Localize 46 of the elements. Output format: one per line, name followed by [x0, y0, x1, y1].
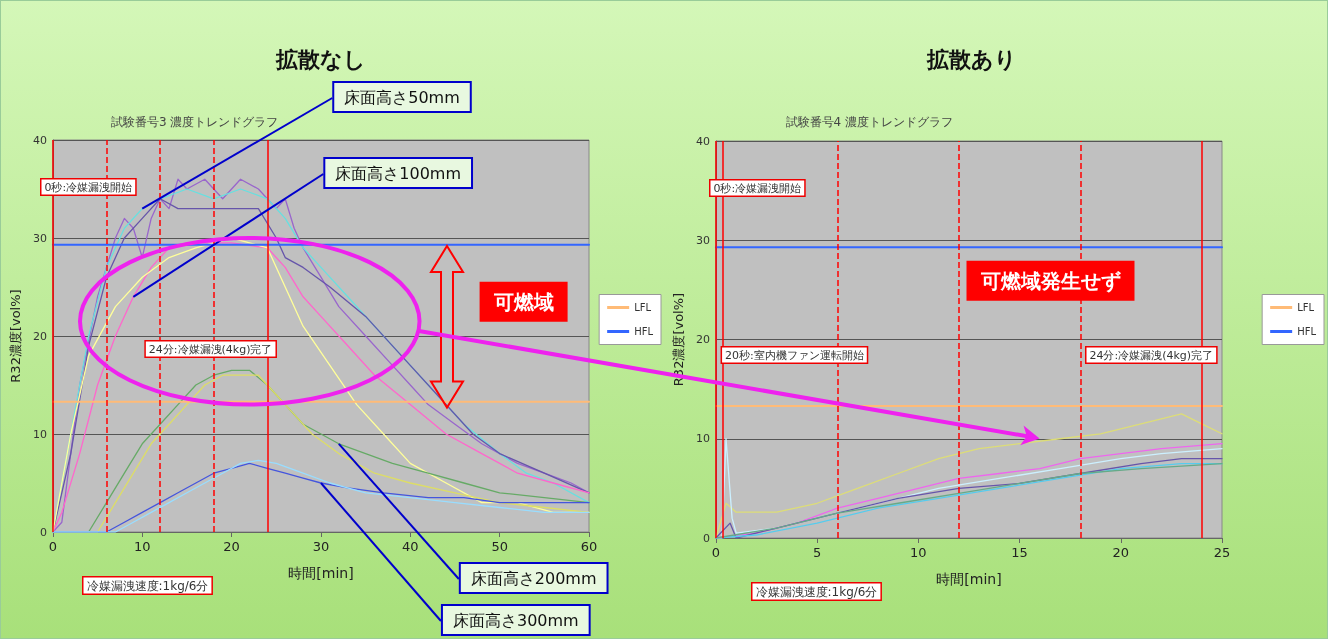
text: 冷媒漏洩速度:1kg/6分 [86, 578, 209, 593]
legend-label: LFL [634, 302, 652, 313]
x-tick-label: 20 [1112, 545, 1130, 560]
chart-subtitle: 試験番号3 濃度トレンドグラフ [110, 115, 279, 129]
ref-line-label: 0秒:冷媒漏洩開始 [713, 181, 802, 195]
y-tick-label: 30 [695, 233, 710, 247]
x-tick-label: 15 [1011, 545, 1028, 560]
y-tick-label: 20 [32, 329, 47, 343]
ref-line-label: 24分:冷媒漏洩(4kg)完了 [148, 342, 273, 356]
x-tick-label: 40 [402, 539, 419, 554]
ref-line-label: 24分:冷媒漏洩(4kg)完了 [1089, 348, 1214, 362]
annotation: 可燃域 [492, 289, 554, 314]
annotation: 床面高さ100mm [335, 163, 462, 183]
y-tick-label: 40 [695, 134, 710, 148]
x-tick-label: 50 [491, 539, 508, 554]
x-tick-label: 60 [580, 539, 598, 554]
x-tick-label: 10 [133, 539, 151, 554]
chart-title: 拡散あり [925, 46, 1017, 72]
annotation: 床面高さ200mm [470, 568, 597, 588]
annotation: 床面高さ50mm [344, 87, 460, 107]
ref-line-label: 20秒:室内機ファン運転開始 [725, 348, 864, 362]
x-tick-label: 10 [910, 545, 927, 560]
x-axis-title: 時間[min] [936, 571, 1002, 587]
y-tick-label: 10 [32, 427, 47, 441]
text: 冷媒漏洩速度:1kg/6分 [755, 584, 878, 599]
legend-label: HFL [1297, 326, 1317, 337]
legend-label: HFL [634, 326, 654, 337]
annotation: 床面高さ300mm [452, 610, 579, 630]
x-tick-label: 20 [223, 539, 240, 554]
x-tick-label: 25 [1213, 545, 1231, 560]
y-tick-label: 40 [32, 133, 47, 147]
x-tick-label: 5 [812, 545, 822, 560]
ref-line-label: 0秒:冷媒漏洩開始 [44, 180, 133, 194]
x-tick-label: 30 [312, 539, 330, 554]
x-tick-label: 0 [711, 545, 721, 560]
annotation: 可燃域発生せず [979, 268, 1121, 293]
x-tick-label: 0 [48, 539, 58, 554]
x-axis-title: 時間[min] [288, 565, 354, 581]
y-tick-label: 20 [695, 333, 710, 346]
y-tick-label: 0 [39, 525, 47, 539]
y-axis-title: R32濃度[vol%] [8, 289, 23, 383]
y-tick-label: 30 [32, 231, 47, 245]
y-tick-label: 10 [695, 432, 710, 446]
chart-subtitle: 試験番号4 濃度トレンドグラフ [785, 115, 954, 129]
chart-title: 拡散なし [274, 46, 366, 72]
legend-label: LFL [1297, 302, 1315, 313]
